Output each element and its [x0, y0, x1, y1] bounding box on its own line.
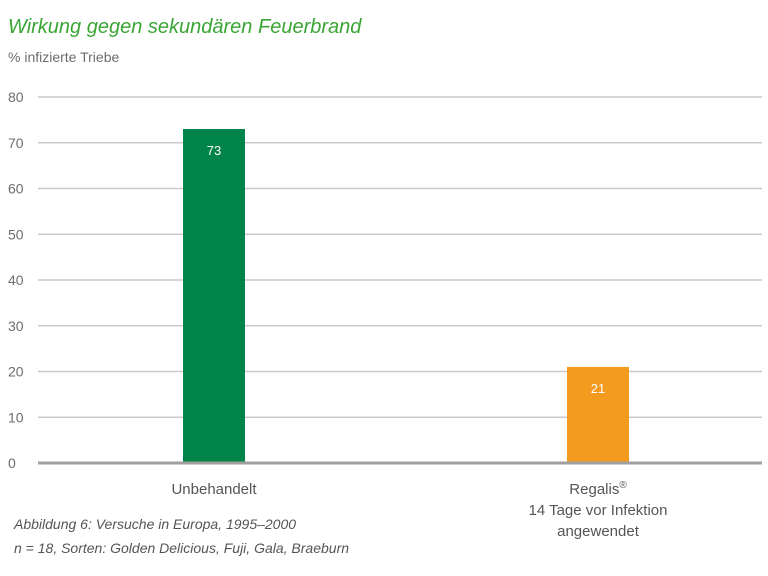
x-tick-label: Regalis®	[569, 480, 627, 498]
gridlines	[38, 96, 762, 418]
data-label: 21	[591, 381, 605, 396]
x-tick-labels: Unbehandelt Regalis® 14 Tage vor Infektion…	[171, 480, 667, 540]
x-tick-label: angewendet	[557, 523, 640, 540]
y-axis-label: % infizierte Triebe	[8, 49, 120, 65]
y-tick-label: 0	[8, 455, 16, 471]
chart-title: Wirkung gegen sekundären Feuerbrand	[8, 16, 362, 38]
y-tick-label: 50	[8, 226, 24, 242]
y-tick-label: 80	[8, 89, 24, 105]
y-tick-label: 30	[8, 318, 24, 334]
y-tick-label: 70	[8, 135, 24, 151]
y-tick-label: 60	[8, 181, 24, 197]
y-tick-labels: 0 10 20 30 40 50 60 70 80	[8, 89, 24, 471]
x-tick-label: 14 Tage vor Infektion	[529, 502, 668, 519]
y-tick-label: 10	[8, 409, 24, 425]
x-tick-label: Unbehandelt	[171, 481, 257, 498]
bar-2	[567, 366, 629, 463]
data-label: 73	[207, 143, 221, 158]
bars: 73 21	[183, 129, 629, 463]
figure-caption: Abbildung 6: Versuche in Europa, 1995–20…	[14, 516, 297, 532]
figure-caption-note: n = 18, Sorten: Golden Delicious, Fuji, …	[14, 540, 350, 556]
y-tick-label: 20	[8, 364, 24, 380]
bar-1	[183, 129, 245, 463]
y-tick-label: 40	[8, 272, 24, 288]
